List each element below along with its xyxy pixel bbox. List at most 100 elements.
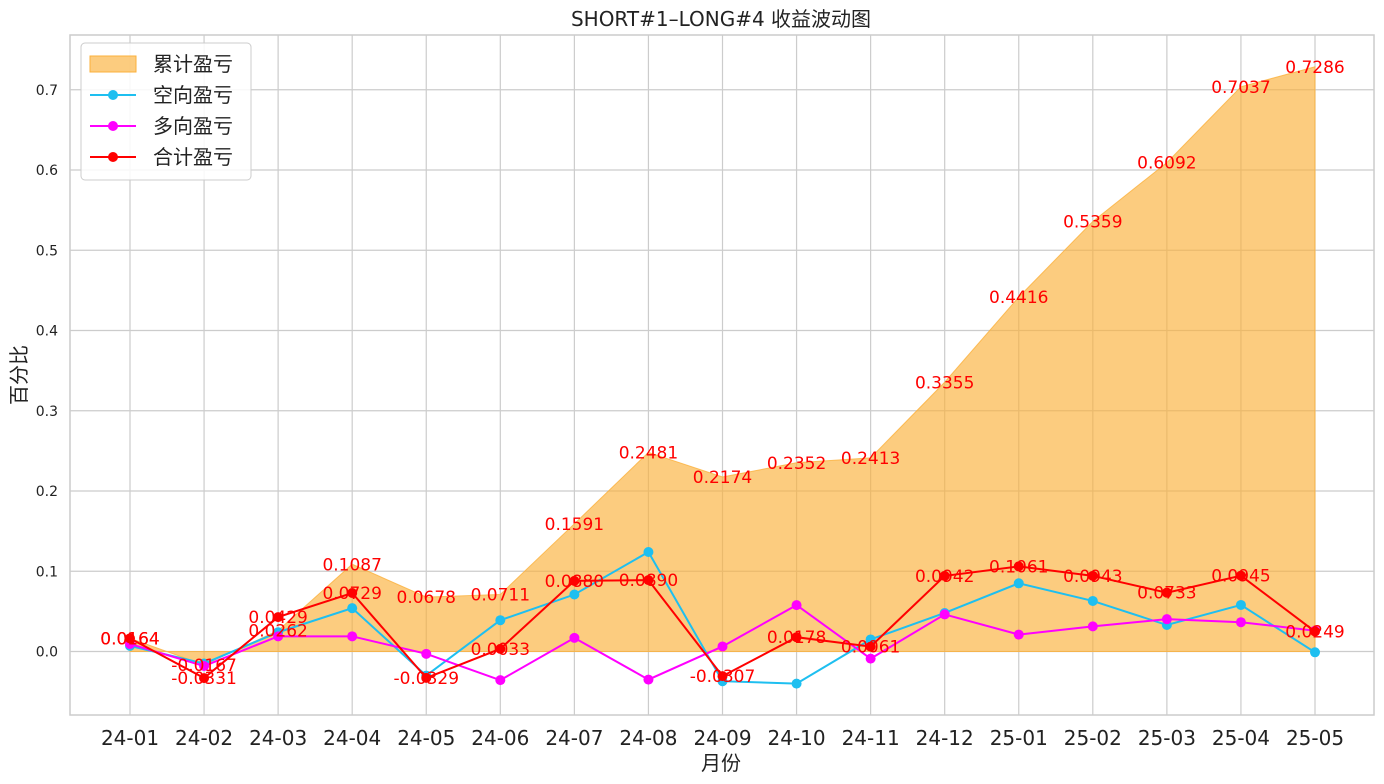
data-label: 0.0033	[471, 640, 530, 660]
legend-label: 空向盈亏	[153, 83, 233, 107]
data-label: -0.0329	[393, 669, 459, 689]
x-tick-label: 24-09	[693, 726, 751, 750]
data-label: -0.0167	[171, 656, 237, 676]
y-axis-label: 百分比	[7, 345, 31, 405]
series-point-3	[1235, 570, 1246, 581]
data-label: -0.0307	[690, 667, 756, 687]
cumulative-area	[129, 66, 1316, 666]
plot-frame	[69, 34, 1375, 716]
y-tick-label: 0.2	[36, 484, 58, 500]
series-point-1	[1310, 647, 1320, 658]
data-label: 0.0164	[100, 629, 159, 649]
y-tick-label: 0.5	[36, 243, 58, 259]
series-point-3	[865, 641, 876, 652]
series-point-2	[717, 641, 728, 652]
data-label: 0.0943	[1063, 567, 1122, 587]
series-point-2	[791, 600, 802, 611]
series-point-3	[273, 612, 284, 623]
series-point-2	[865, 653, 876, 664]
x-tick-label: 24-07	[545, 726, 603, 750]
series-point-2	[347, 631, 358, 642]
series-point-1	[791, 678, 802, 689]
x-tick-label: 24-12	[916, 726, 974, 750]
legend-label: 合计盈亏	[153, 145, 233, 169]
legend-swatch	[89, 55, 137, 73]
series-point-3	[1013, 561, 1024, 572]
x-tick-label: 24-06	[471, 726, 529, 750]
x-tick-label: 25-04	[1212, 726, 1270, 750]
series-point-3	[125, 633, 135, 644]
data-label: 0.7037	[1211, 78, 1270, 98]
x-tick-label: 24-08	[619, 726, 677, 750]
y-tick-labels: 0.0 0.1 0.2 0.3 0.4 0.5 0.6 0.7	[36, 83, 58, 661]
data-label: 0.0890	[619, 571, 678, 591]
x-tick-label: 24-04	[323, 726, 381, 750]
chart-title: SHORT#1–LONG#4 收益波动图	[571, 7, 871, 31]
data-label: 0.0942	[915, 567, 974, 587]
data-label: 0.3355	[915, 373, 974, 393]
y-tick-label: 0.1	[36, 564, 58, 580]
data-label: 0.2413	[841, 449, 900, 469]
legend-marker	[108, 121, 118, 131]
legend-label: 累计盈亏	[153, 52, 233, 76]
x-tick-label: 25-02	[1064, 726, 1122, 750]
series-point-3	[1310, 626, 1320, 637]
x-tick-label: 24-01	[101, 726, 159, 750]
series-point-3	[199, 673, 210, 684]
data-label: 0.0164	[100, 629, 159, 649]
x-tick-label: 25-03	[1138, 726, 1196, 750]
area-series	[129, 66, 1316, 666]
x-tick-label: 25-01	[990, 726, 1048, 750]
series-point-2	[199, 661, 210, 672]
series-point-3	[643, 575, 654, 586]
series-point-2	[421, 648, 432, 659]
series-point-2	[1013, 629, 1024, 640]
data-label: 0.0249	[1285, 623, 1344, 643]
data-label: 0.7286	[1285, 58, 1344, 78]
series-point-2	[1161, 614, 1172, 625]
series-point-3	[347, 587, 358, 598]
data-label: 0.1061	[989, 557, 1048, 577]
series-point-1	[865, 634, 876, 645]
data-label: 0.2174	[693, 468, 752, 488]
line-series	[125, 546, 1320, 689]
x-tick-label: 24-05	[397, 726, 455, 750]
series-point-3	[939, 570, 950, 581]
series-point-1	[569, 589, 580, 600]
data-label: 0.0729	[322, 584, 381, 604]
data-label: 0.0733	[1137, 584, 1196, 604]
x-tick-label: 24-10	[768, 726, 826, 750]
data-label: 0.0178	[767, 628, 826, 648]
series-point-1	[643, 546, 654, 557]
x-tick-labels: 24-01 24-02 24-03 24-04 24-05 24-06 24-07 24-08…	[101, 726, 1344, 750]
data-label: 0.0945	[1211, 567, 1270, 587]
y-tick-label: 0.4	[36, 324, 58, 340]
series-point-3	[1161, 587, 1172, 598]
series-point-1	[347, 603, 358, 614]
series-point-3	[421, 672, 432, 683]
data-label: 0.1591	[545, 515, 604, 535]
x-axis-label: 月份	[701, 751, 741, 775]
series-point-2	[939, 609, 950, 620]
series-point-2	[643, 674, 654, 685]
series-point-3	[495, 643, 506, 654]
series-point-3	[717, 671, 728, 682]
series-point-2	[495, 675, 506, 686]
legend-box	[80, 42, 252, 181]
legend-label: 多向盈亏	[153, 114, 233, 138]
series-point-1	[1235, 599, 1246, 610]
data-label: 0.4416	[989, 288, 1048, 308]
series-point-2	[1087, 621, 1098, 632]
x-tick-label: 24-11	[842, 726, 900, 750]
series-point-1	[1013, 578, 1024, 589]
series-point-2	[1235, 617, 1246, 628]
data-label: 0.0711	[471, 585, 530, 605]
series-point-3	[569, 575, 580, 586]
data-label: 0.2481	[619, 443, 678, 463]
data-label: 0.0262	[248, 621, 307, 641]
y-tick-label: 0.7	[36, 83, 58, 99]
data-label: 0.0880	[545, 572, 604, 592]
legend-marker	[108, 90, 118, 100]
